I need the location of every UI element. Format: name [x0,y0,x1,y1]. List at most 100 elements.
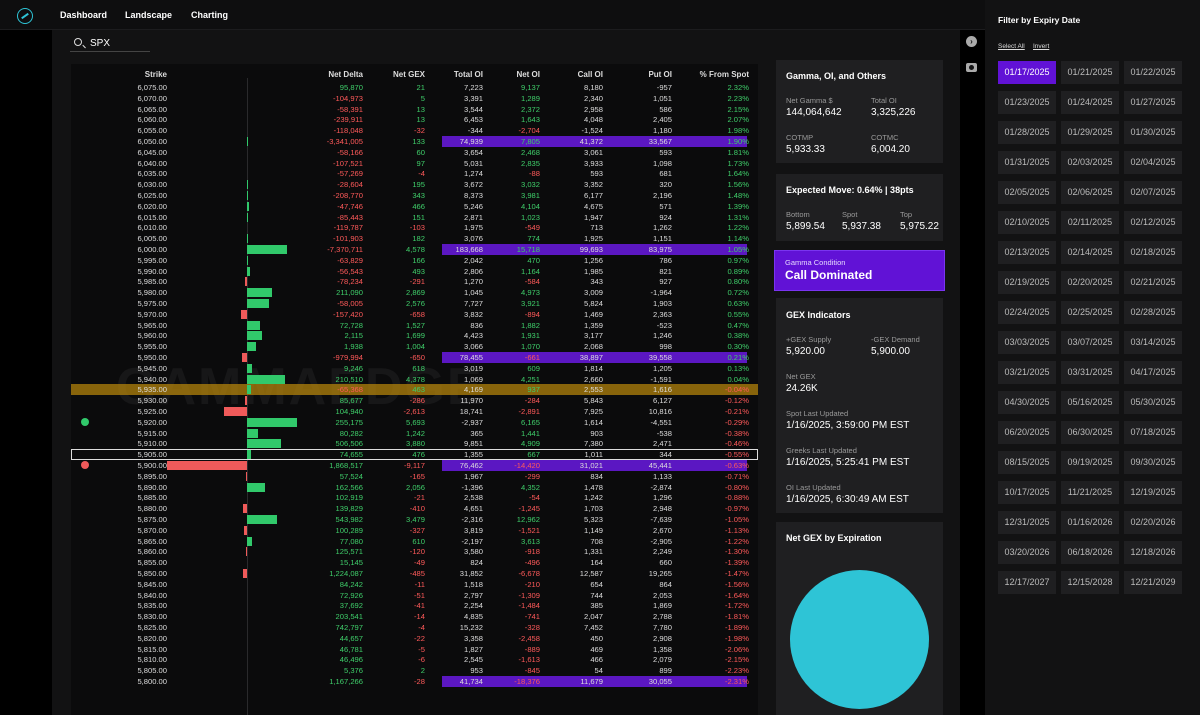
table-row[interactable]: 5,955.00 1,938 1,004 3,066 1,070 2,068 998 0.30… [71,341,758,352]
table-row[interactable]: 6,000.00 -7,370,711 4,578 183,668 15,718 99,6… [71,244,758,255]
tab-landscape[interactable]: Landscape [125,10,173,20]
expiry-date-button[interactable]: 02/06/2025 [1061,181,1119,204]
expiry-date-button[interactable]: 12/21/2029 [1124,571,1182,594]
table-row[interactable]: 5,915.00 80,282 1,242 365 1,441 903 -538 -0.38% [71,428,758,439]
expiry-date-button[interactable]: 06/18/2026 [1061,541,1119,564]
expiry-date-button[interactable]: 03/14/2025 [1124,331,1182,354]
expiry-date-button[interactable]: 02/14/2025 [1061,241,1119,264]
table-row[interactable]: 6,075.00 95,870 21 7,223 9,137 8,180 -957 2.32% [71,82,758,93]
expiry-date-button[interactable]: 02/19/2025 [998,271,1056,294]
table-row[interactable]: 5,835.00 37,692 -41 2,254 -1,484 385 1,869 -1.7… [71,600,758,611]
table-row[interactable]: 5,885.00 102,919 -21 2,538 -54 1,242 1,296 -0.8… [71,492,758,503]
header-pct-from-spot[interactable]: % From Spot [699,70,749,79]
table-row[interactable]: 5,895.00 57,524 -165 1,967 -299 834 1,133 -0.71… [71,471,758,482]
expiry-date-button[interactable]: 01/31/2025 [998,151,1056,174]
expiry-date-button[interactable]: 12/19/2025 [1124,481,1182,504]
expiry-date-button[interactable]: 02/05/2025 [998,181,1056,204]
table-row[interactable]: 5,950.00 -979,994 -650 78,455 -661 38,897 39,5… [71,352,758,363]
expiry-date-button[interactable]: 02/18/2025 [1124,241,1182,264]
header-total-oi[interactable]: Total OI [453,70,483,79]
table-row[interactable]: 5,940.00 210,510 4,378 1,069 4,251 2,660 -1,59… [71,374,758,385]
table-row[interactable]: 5,990.00 -56,543 493 2,806 1,164 1,985 821 0.89… [71,266,758,277]
expiry-date-button[interactable]: 01/24/2025 [1061,91,1119,114]
expiry-date-button[interactable]: 11/21/2025 [1061,481,1119,504]
table-row[interactable]: 6,045.00 -58,166 60 3,654 2,468 3,061 593 1.81% [71,147,758,158]
expiry-date-button[interactable]: 03/07/2025 [1061,331,1119,354]
expiry-date-button[interactable]: 01/21/2025 [1061,61,1119,84]
table-row[interactable]: 5,860.00 125,571 -120 3,580 -918 1,331 2,249 -1… [71,546,758,557]
table-row[interactable]: 5,810.00 46,496 -6 2,545 -1,613 466 2,079 -2.15… [71,654,758,665]
table-row[interactable]: 6,040.00 -107,521 97 5,031 2,835 3,933 1,098 1.… [71,158,758,169]
expiry-date-button[interactable]: 02/20/2026 [1124,511,1182,534]
tab-charting[interactable]: Charting [191,10,228,20]
expiry-date-button[interactable]: 10/17/2025 [998,481,1056,504]
header-put-oi[interactable]: Put OI [648,70,672,79]
expiry-date-button[interactable]: 12/15/2028 [1061,571,1119,594]
table-row[interactable]: 5,805.00 5,376 2 953 -845 54 899 -2.23% [71,665,758,676]
table-row[interactable]: 5,900.00 1,868,517 -9,117 76,462 -14,420 31,0… [71,460,758,471]
table-row[interactable]: 5,850.00 1,224,087 -485 31,852 -6,678 12,587 1… [71,568,758,579]
expiry-date-button[interactable]: 03/20/2026 [998,541,1056,564]
table-row[interactable]: 5,825.00 742,797 -4 15,232 -328 7,452 7,780 -1.… [71,622,758,633]
tab-dashboard[interactable]: Dashboard [60,10,108,20]
expiry-date-button[interactable]: 06/20/2025 [998,421,1056,444]
table-row[interactable]: 5,970.00 -157,420 -658 3,832 -894 1,469 2,363 0… [71,309,758,320]
table-row[interactable]: 5,855.00 15,145 -49 824 -496 164 660 -1.39% [71,557,758,568]
table-row[interactable]: 5,905.00 74,655 476 1,355 667 1,011 344 -0.55% [71,449,758,460]
expiry-date-button[interactable]: 01/28/2025 [998,121,1056,144]
expiry-date-button[interactable]: 02/03/2025 [1061,151,1119,174]
table-row[interactable]: 5,995.00 -63,829 166 2,042 470 1,256 786 0.97% [71,255,758,266]
table-row[interactable]: 5,965.00 72,728 1,527 836 1,882 1,359 -523 0.47… [71,320,758,331]
help-circle-icon[interactable]: › [966,36,977,47]
expiry-date-button[interactable]: 02/21/2025 [1124,271,1182,294]
expiry-date-button[interactable]: 05/16/2025 [1061,391,1119,414]
expiry-date-button[interactable]: 02/24/2025 [998,301,1056,324]
expiry-date-button[interactable]: 03/21/2025 [998,361,1056,384]
expiry-date-button[interactable]: 02/28/2025 [1124,301,1182,324]
header-net-delta[interactable]: Net Delta [328,70,363,79]
table-row[interactable]: 5,800.00 1,167,266 -28 41,734 -18,376 11,679 3… [71,676,758,687]
table-row[interactable]: 5,985.00 -78,234 -291 1,270 -584 343 927 0.80% [71,276,758,287]
expiry-date-button[interactable]: 03/03/2025 [998,331,1056,354]
table-row[interactable]: 6,055.00 -118,048 -32 -344 -2,704 -1,524 1,180… [71,125,758,136]
table-row[interactable]: 5,875.00 543,982 3,479 -2,316 12,962 5,323 -7,… [71,514,758,525]
table-row[interactable]: 6,005.00 -101,903 182 3,076 774 1,925 1,151 1.1… [71,233,758,244]
expiry-date-button[interactable]: 05/30/2025 [1124,391,1182,414]
table-row[interactable]: 5,870.00 100,289 -327 3,819 -1,521 1,149 2,670… [71,525,758,536]
table-row[interactable]: 5,815.00 46,781 -5 1,827 -889 469 1,358 -2.06% [71,644,758,655]
expiry-date-button[interactable]: 01/16/2026 [1061,511,1119,534]
expiry-date-button[interactable]: 02/04/2025 [1124,151,1182,174]
header-net-oi[interactable]: Net OI [516,70,540,79]
table-row[interactable]: 6,070.00 -104,973 5 3,391 1,289 2,340 1,051 2.2… [71,93,758,104]
table-row[interactable]: 5,925.00 104,940 -2,613 18,741 -2,891 7,925 10… [71,406,758,417]
table-row[interactable]: 5,975.00 -58,005 2,576 7,727 3,921 5,824 1,903… [71,298,758,309]
expiry-date-button[interactable]: 04/30/2025 [998,391,1056,414]
table-row[interactable]: 5,930.00 85,677 -286 11,970 -284 5,843 6,127 -0… [71,395,758,406]
table-row[interactable]: 5,845.00 84,242 -11 1,518 -210 654 864 -1.56% [71,579,758,590]
table-row[interactable]: 6,060.00 -239,911 13 6,453 1,643 4,048 2,405 2.… [71,114,758,125]
expiry-date-button[interactable]: 07/18/2025 [1124,421,1182,444]
expiry-date-button[interactable]: 02/07/2025 [1124,181,1182,204]
header-strike[interactable]: Strike [144,70,167,79]
expiry-date-button[interactable]: 02/20/2025 [1061,271,1119,294]
gammaedge-logo-icon[interactable] [17,8,33,24]
table-row[interactable]: 5,910.00 506,506 3,880 9,851 4,909 7,380 2,471… [71,438,758,449]
table-row[interactable]: 5,840.00 72,926 -51 2,797 -1,309 744 2,053 -1.6… [71,590,758,601]
table-row[interactable]: 6,050.00 -3,341,005 133 74,939 7,805 41,372 33… [71,136,758,147]
table-row[interactable]: 5,945.00 9,246 618 3,019 609 1,814 1,205 0.13% [71,363,758,374]
table-row[interactable]: 5,960.00 2,115 1,699 4,423 1,931 3,177 1,246 0.… [71,330,758,341]
expiry-date-button[interactable]: 02/13/2025 [998,241,1056,264]
expiry-date-button[interactable]: 01/29/2025 [1061,121,1119,144]
camera-icon[interactable] [966,63,977,72]
table-row[interactable]: 6,065.00 -58,391 13 3,544 2,372 2,958 586 2.15% [71,104,758,115]
invert-link[interactable]: Invert [1033,43,1050,50]
expiry-date-button[interactable]: 02/12/2025 [1124,211,1182,234]
expiry-date-button[interactable]: 04/17/2025 [1124,361,1182,384]
table-row[interactable]: 5,830.00 203,541 -14 4,835 -741 2,047 2,788 -1.… [71,611,758,622]
header-net-gex[interactable]: Net GEX [392,70,425,79]
expiry-date-button[interactable]: 12/31/2025 [998,511,1056,534]
table-row[interactable]: 6,030.00 -28,604 195 3,672 3,032 3,352 320 1.56… [71,179,758,190]
table-row[interactable]: 5,980.00 211,090 2,869 1,045 4,973 3,009 -1,96… [71,287,758,298]
table-row[interactable]: 5,880.00 139,829 -410 4,651 -1,245 1,703 2,948… [71,503,758,514]
expiry-date-button[interactable]: 01/23/2025 [998,91,1056,114]
